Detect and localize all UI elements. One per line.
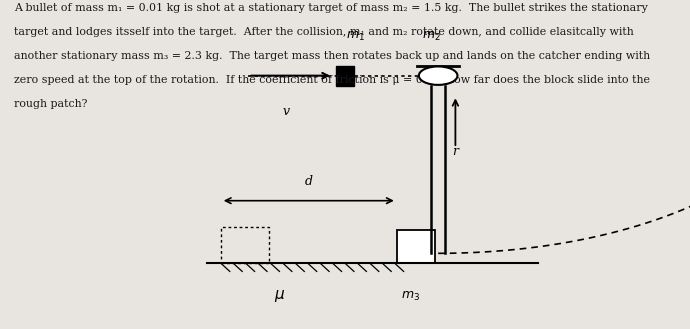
Text: A bullet of mass m₁ = 0.01 kg is shot at a stationary target of mass m₂ = 1.5 kg: A bullet of mass m₁ = 0.01 kg is shot at… — [14, 3, 648, 13]
Text: $m_1$: $m_1$ — [346, 30, 365, 43]
Text: $\mu$: $\mu$ — [274, 288, 285, 304]
Bar — [337, 66, 353, 86]
Text: $m_3$: $m_3$ — [401, 290, 420, 303]
Bar — [397, 230, 435, 263]
Text: $m_2$: $m_2$ — [422, 30, 441, 43]
Text: rough patch?: rough patch? — [14, 99, 88, 109]
Text: zero speed at the top of the rotation.  If the coefficient of friction is μ = 0.: zero speed at the top of the rotation. I… — [14, 75, 650, 85]
Text: d: d — [305, 174, 313, 188]
Text: target and lodges itsself into the target.  After the collision, m₁ and m₂ rotat: target and lodges itsself into the targe… — [14, 27, 633, 37]
Text: v: v — [283, 105, 290, 118]
Circle shape — [419, 66, 457, 85]
Text: r: r — [452, 145, 458, 158]
Text: another stationary mass m₃ = 2.3 kg.  The target mass then rotates back up and l: another stationary mass m₃ = 2.3 kg. The… — [14, 51, 650, 61]
Bar — [221, 227, 269, 263]
